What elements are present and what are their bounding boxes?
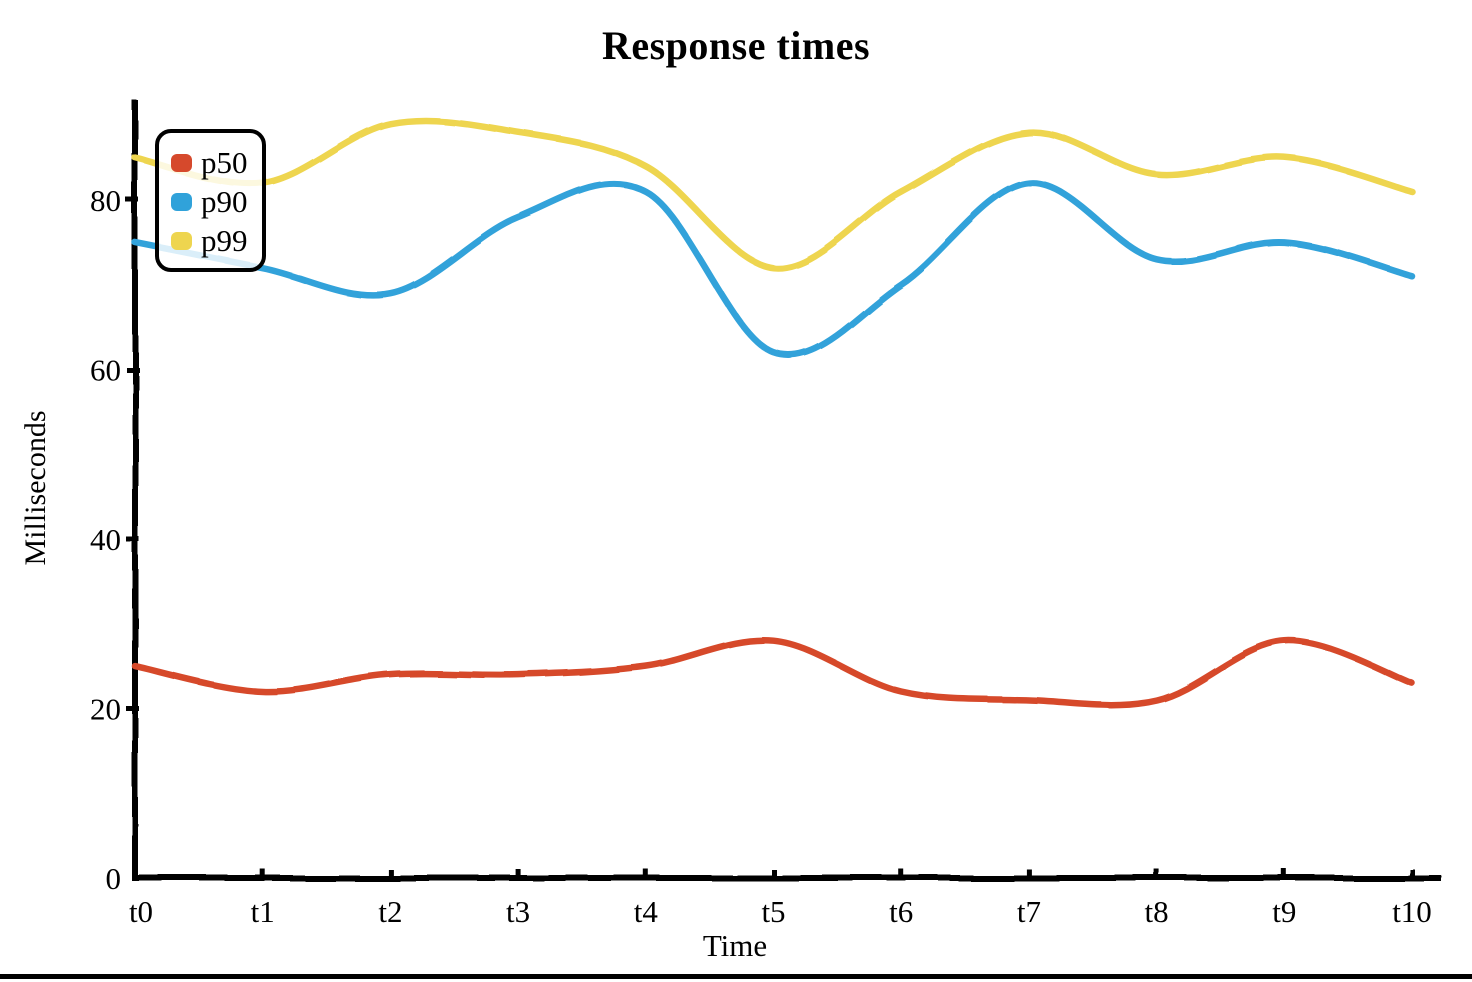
y-tick-label-0: 0 [106,861,122,896]
legend-label-p50: p50 [201,145,248,180]
chart-legend: p50 p90 p99 [155,129,266,272]
p50-swatch-icon [171,153,192,172]
bottom-border-line [0,974,1472,979]
x-tick-label-t10: t10 [1392,894,1432,929]
x-tick-label-t6: t6 [889,894,913,929]
tick-labels: 0 20 40 60 80 t0 t1 t2 t3 t4 t5 t6 t7 t8 t9 t10 [90,183,1432,929]
series-line-p50 [131,636,1416,708]
x-tick-label-t1: t1 [251,894,275,929]
x-tick-label-t4: t4 [634,894,659,929]
series-line-p99 [131,117,1416,272]
legend-item-p99: p99 [171,221,248,260]
x-tick-label-t2: t2 [378,894,402,929]
x-axis-title: Time [702,928,768,963]
legend-item-p50: p50 [171,143,248,182]
x-tick-label-t7: t7 [1017,894,1041,929]
y-tick-label-60: 60 [90,353,121,388]
legend-item-p90: p90 [171,182,248,221]
y-axis-title: Milliseconds [19,410,52,566]
legend-label-p90: p90 [201,184,248,219]
p90-swatch-icon [171,192,192,211]
x-tick-label-t0: t0 [129,894,153,929]
plot-area [126,100,1441,881]
x-tick-label-t3: t3 [506,894,530,929]
y-tick-label-20: 20 [90,692,121,727]
x-tick-label-t9: t9 [1272,894,1296,929]
x-tick-label-t5: t5 [761,894,785,929]
series-line-p90 [131,179,1416,359]
chart-title: Response times [601,23,871,68]
y-tick-label-80: 80 [90,183,121,218]
p99-swatch-icon [171,231,192,250]
x-tick-label-t8: t8 [1145,894,1169,929]
legend-label-p99: p99 [201,223,248,258]
y-tick-label-40: 40 [90,522,121,557]
axes [132,100,1441,881]
